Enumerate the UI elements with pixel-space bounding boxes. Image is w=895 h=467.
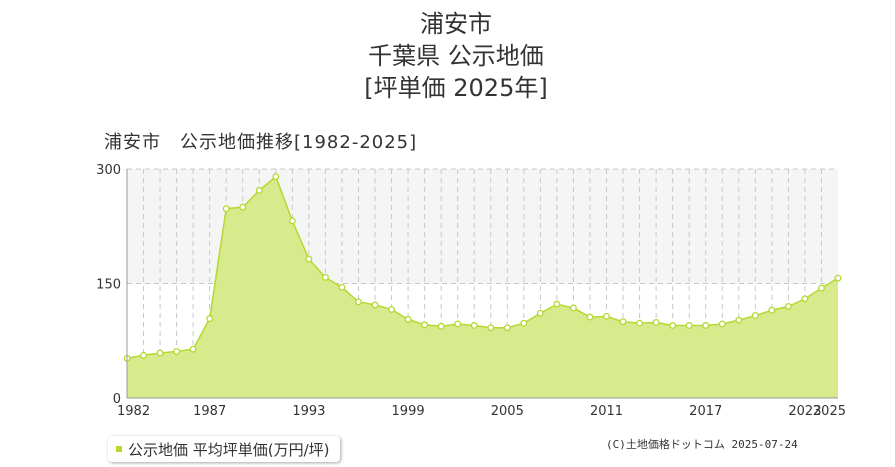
- data-point: [718, 320, 726, 328]
- data-point: [735, 316, 743, 324]
- x-tick-label: 2025: [813, 404, 846, 419]
- data-point: [206, 315, 214, 323]
- x-tick-label: 2011: [590, 404, 623, 419]
- x-tick-label: 2017: [689, 404, 722, 419]
- data-point: [553, 300, 561, 308]
- data-point: [636, 319, 644, 327]
- x-tick-label: 2023: [788, 404, 821, 419]
- legend-swatch: [116, 446, 122, 452]
- data-point: [569, 304, 577, 312]
- data-point: [669, 322, 677, 329]
- legend[interactable]: 公示地価 平均坪単価(万円/坪): [108, 436, 340, 462]
- data-point: [520, 319, 528, 327]
- x-tick-label: 1993: [292, 404, 325, 419]
- page-subtitle: 千葉県 公示地価: [368, 42, 544, 70]
- data-point: [801, 295, 809, 303]
- data-point: [321, 273, 329, 281]
- y-tick-label: 300: [96, 163, 121, 178]
- data-point: [603, 312, 610, 320]
- data-point: [470, 322, 478, 329]
- data-point: [437, 322, 445, 330]
- data-point: [388, 306, 396, 313]
- x-tick-label: 1999: [392, 404, 425, 419]
- data-point: [355, 298, 362, 306]
- data-point: [652, 318, 660, 326]
- x-tick-label: 1987: [193, 404, 226, 419]
- data-point: [536, 309, 544, 317]
- legend-label: 公示地価 平均坪単価(万円/坪): [128, 440, 330, 459]
- data-point: [751, 312, 759, 320]
- data-point: [685, 322, 693, 329]
- data-point: [272, 173, 280, 181]
- y-tick-label: 150: [96, 278, 121, 293]
- data-point: [239, 203, 247, 211]
- data-point: [818, 284, 825, 292]
- data-point: [255, 186, 263, 194]
- data-point: [371, 301, 379, 309]
- data-point: [421, 321, 429, 329]
- data-point: [173, 347, 181, 355]
- data-point: [156, 349, 164, 357]
- data-point: [487, 324, 495, 332]
- page-title: 浦安市: [420, 10, 492, 38]
- copyright-text: (C)土地価格ドットコム 2025-07-24: [606, 438, 798, 451]
- series-area: [127, 176, 838, 398]
- data-point: [338, 283, 346, 291]
- chart-header: 浦安市 千葉県 公示地価 [坪単価 2025年]: [0, 8, 895, 104]
- page-subtitle-unit: [坪単価 2025年]: [364, 74, 548, 102]
- x-tick-label: 2005: [491, 404, 524, 419]
- data-point: [454, 320, 462, 328]
- data-point: [189, 345, 197, 353]
- data-point: [305, 255, 313, 263]
- data-point: [503, 324, 511, 332]
- data-point: [702, 322, 710, 329]
- x-tick-label: 1982: [117, 404, 150, 419]
- data-point: [222, 205, 230, 213]
- data-point: [404, 315, 412, 323]
- chart-title: 浦安市 公示地価推移[1982-2025]: [104, 132, 418, 153]
- data-point: [784, 302, 792, 310]
- data-point: [619, 318, 627, 326]
- data-point: [586, 313, 594, 321]
- data-point: [288, 217, 296, 225]
- data-point: [140, 351, 147, 359]
- data-point: [768, 306, 776, 314]
- y-tick-label: 0: [113, 392, 121, 407]
- data-point: [834, 274, 842, 282]
